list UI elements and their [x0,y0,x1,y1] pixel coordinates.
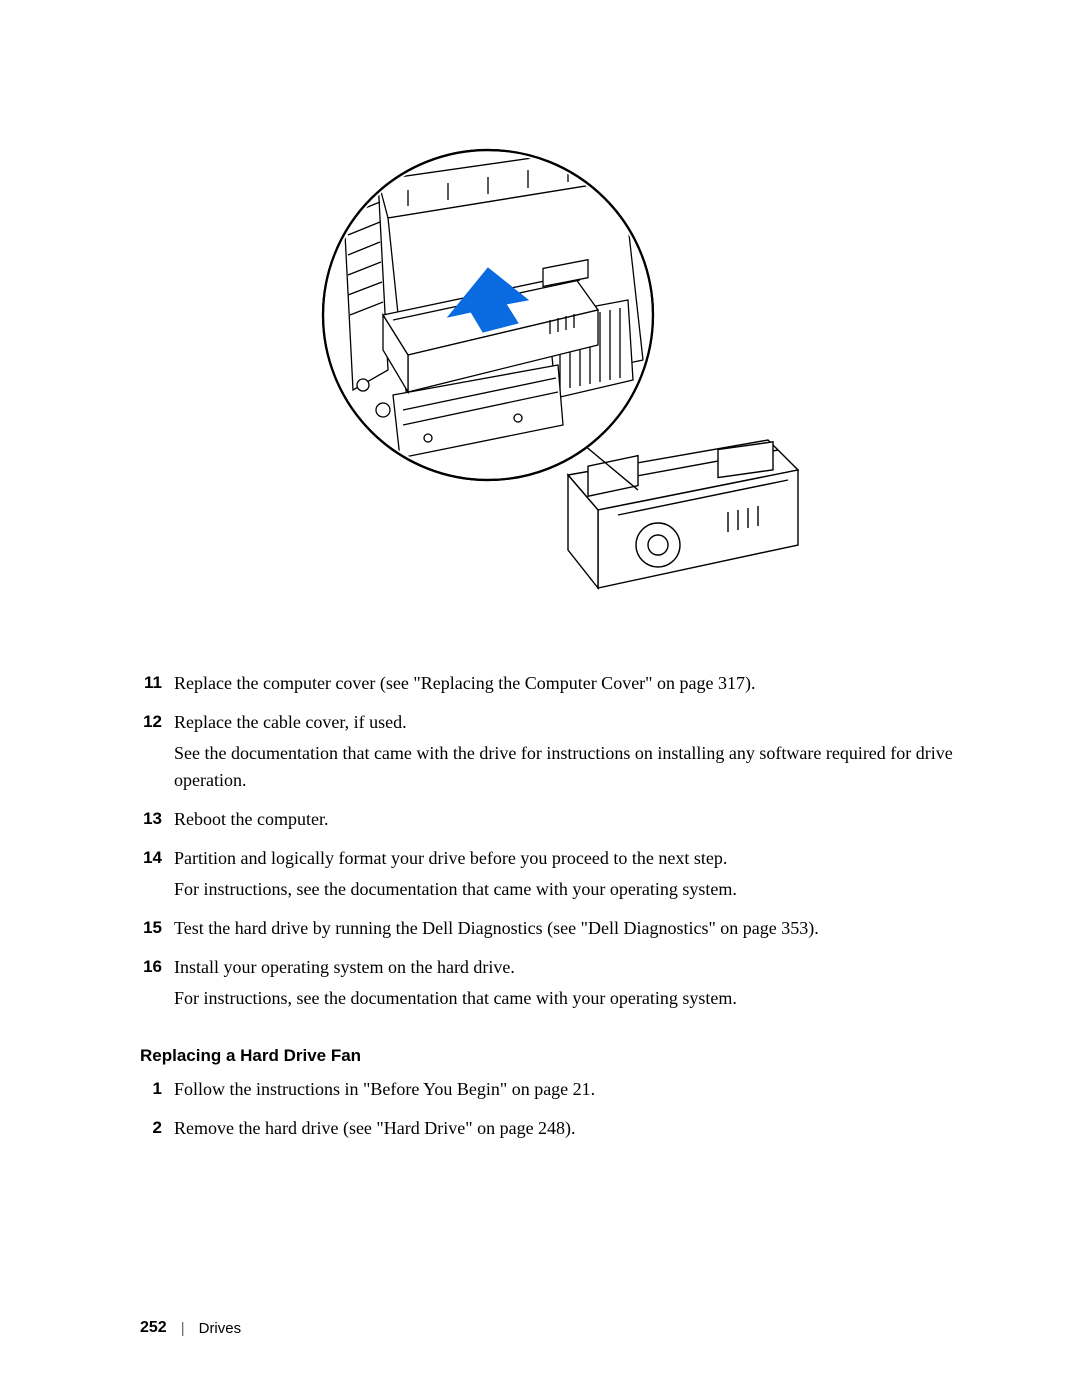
step-number: 15 [140,915,174,941]
step-body: Follow the instructions in "Before You B… [174,1076,955,1107]
step-text: For instructions, see the documentation … [174,876,955,903]
step-body: Test the hard drive by running the Dell … [174,915,955,946]
step-16: 16 Install your operating system on the … [140,954,955,1016]
main-steps-list: 11 Replace the computer cover (see "Repl… [140,670,955,1016]
step-13: 13 Reboot the computer. [140,806,955,837]
step-14: 14 Partition and logically format your d… [140,845,955,907]
step-text: Install your operating system on the har… [174,954,955,981]
step-body: Reboot the computer. [174,806,955,837]
step-number: 11 [140,670,174,696]
step-text: See the documentation that came with the… [174,740,955,794]
step-text: Partition and logically format your driv… [174,845,955,872]
step-number: 12 [140,709,174,735]
step-body: Replace the computer cover (see "Replaci… [174,670,955,701]
step-2: 2 Remove the hard drive (see "Hard Drive… [140,1115,955,1146]
step-body: Remove the hard drive (see "Hard Drive" … [174,1115,955,1146]
step-1: 1 Follow the instructions in "Before You… [140,1076,955,1107]
page-footer: 252 | Drives [140,1319,241,1337]
section-heading: Replacing a Hard Drive Fan [140,1046,955,1066]
step-15: 15 Test the hard drive by running the De… [140,915,955,946]
manual-page: 11 Replace the computer cover (see "Repl… [0,0,1080,1397]
step-number: 14 [140,845,174,871]
step-text: Test the hard drive by running the Dell … [174,915,955,942]
step-12: 12 Replace the cable cover, if used. See… [140,709,955,798]
step-text: Replace the cable cover, if used. [174,709,955,736]
step-text: Remove the hard drive (see "Hard Drive" … [174,1115,955,1142]
drive-install-illustration [288,140,808,630]
step-body: Partition and logically format your driv… [174,845,955,907]
step-body: Replace the cable cover, if used. See th… [174,709,955,798]
step-text: Reboot the computer. [174,806,955,833]
step-text: For instructions, see the documentation … [174,985,955,1012]
footer-page-number: 252 [140,1319,167,1337]
footer-section-name: Drives [199,1320,242,1337]
footer-separator: | [181,1320,185,1337]
step-number: 16 [140,954,174,980]
step-11: 11 Replace the computer cover (see "Repl… [140,670,955,701]
step-number: 2 [140,1115,174,1141]
step-number: 13 [140,806,174,832]
step-body: Install your operating system on the har… [174,954,955,1016]
step-number: 1 [140,1076,174,1102]
step-text: Follow the instructions in "Before You B… [174,1076,955,1103]
step-text: Replace the computer cover (see "Replaci… [174,670,955,697]
sub-steps-list: 1 Follow the instructions in "Before You… [140,1076,955,1146]
